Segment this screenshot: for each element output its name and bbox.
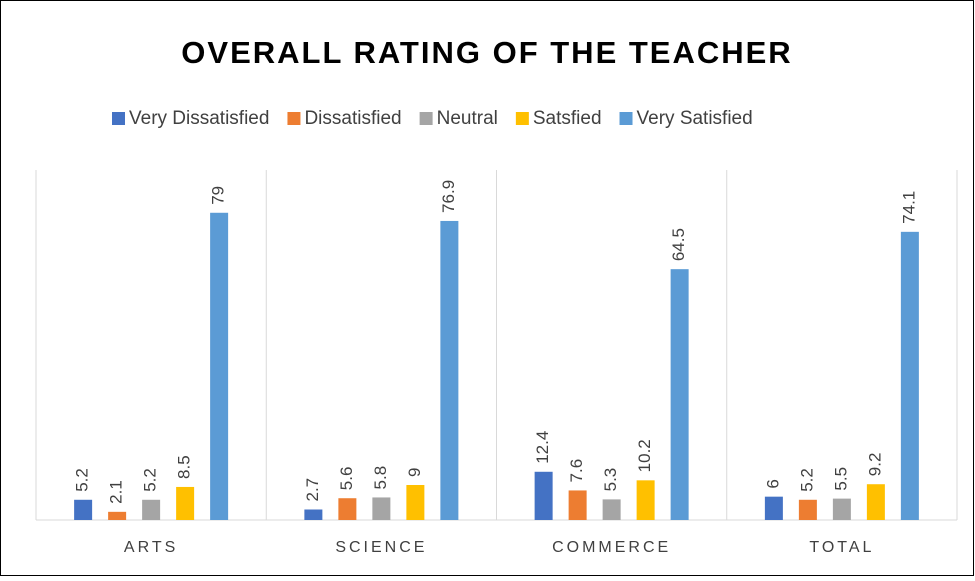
- data-label: 10.2: [635, 439, 654, 472]
- bar: [176, 486, 195, 520]
- legend-swatch: [619, 112, 633, 125]
- legend-swatch: [287, 112, 301, 125]
- bar: [832, 498, 851, 520]
- x-tick-label: COMMERCE: [552, 539, 671, 556]
- chart-title: OVERALL RATING OF THE TEACHER: [181, 35, 792, 70]
- bar: [798, 499, 817, 520]
- bar: [372, 497, 391, 520]
- data-label: 5.2: [141, 468, 160, 492]
- bar: [534, 471, 553, 520]
- bar: [568, 490, 587, 520]
- data-label: 79: [209, 186, 228, 205]
- bar: [142, 499, 161, 520]
- legend-swatch: [112, 112, 125, 125]
- data-label: 5.8: [371, 466, 390, 490]
- data-label: 76.9: [439, 180, 458, 213]
- x-tick-label: SCIENCE: [335, 539, 427, 556]
- bar: [602, 499, 621, 520]
- data-label: 9: [405, 468, 424, 477]
- bar: [440, 220, 459, 520]
- data-label: 5.2: [797, 468, 816, 492]
- legend-label: Very Satisfied: [637, 108, 753, 129]
- data-label: 5.2: [73, 468, 92, 492]
- data-label: 5.5: [831, 467, 850, 491]
- bar: [636, 480, 655, 520]
- bar: [866, 484, 885, 520]
- x-tick-label: ARTS: [124, 539, 178, 556]
- legend-swatch: [419, 112, 433, 125]
- bar: [304, 509, 323, 520]
- legend-label: Neutral: [437, 108, 498, 129]
- data-label: 7.6: [567, 459, 586, 483]
- data-label: 6: [763, 479, 782, 488]
- data-label: 8.5: [175, 455, 194, 479]
- legend-label: Very Dissatisfied: [129, 108, 269, 129]
- bar: [74, 499, 93, 520]
- legend-label: Dissatisfied: [304, 108, 401, 129]
- bar: [900, 231, 919, 521]
- data-label: 2.1: [107, 480, 126, 504]
- x-tick-label: TOTAL: [809, 539, 874, 556]
- data-label: 9.2: [865, 453, 884, 477]
- data-label: 64.5: [669, 228, 688, 261]
- bar: [108, 511, 127, 520]
- data-label: 12.4: [533, 431, 552, 464]
- data-label: 2.7: [303, 478, 322, 502]
- legend-label: Satsfied: [533, 108, 602, 129]
- data-label: 74.1: [899, 191, 918, 224]
- data-label: 5.3: [601, 468, 620, 492]
- bar: [210, 212, 229, 520]
- bar: [670, 269, 689, 520]
- data-label: 5.6: [337, 467, 356, 491]
- bar: [764, 496, 783, 520]
- legend-swatch: [515, 112, 529, 125]
- bar: [338, 498, 357, 520]
- bar: [406, 485, 425, 520]
